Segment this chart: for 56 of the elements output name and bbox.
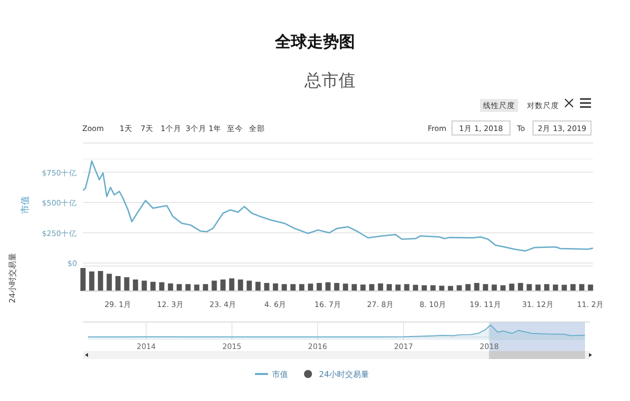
bar [369,284,374,291]
bar [80,268,86,291]
bar [588,284,594,291]
bar [404,284,410,291]
bar [308,284,314,291]
bar [492,284,497,291]
bar [552,284,558,291]
bar [106,274,112,291]
bar [342,284,348,291]
chart-subtitle: 总市值 [304,71,356,91]
bar [229,278,234,291]
bar [238,280,244,291]
bar [124,277,130,291]
bar [439,286,444,291]
chart-title: 全球走势图 [274,32,355,51]
bar [482,284,488,291]
bar [526,284,532,291]
bar [352,284,357,291]
legend-label: 24小时交易量 [319,370,370,379]
bar [290,284,296,291]
bar [202,284,208,291]
bar [264,282,270,291]
legend-label: 市值 [272,370,288,379]
bar [299,284,304,291]
y-axis-title: 市值 [20,196,31,214]
bar [98,270,104,291]
bar [194,284,200,291]
bar [176,284,182,291]
bar [579,284,584,291]
bar [132,280,138,291]
bar [282,284,287,291]
bar [562,284,567,291]
bar [509,284,514,291]
bar [360,284,366,291]
bar [212,280,217,291]
bar [115,276,121,291]
bar [220,280,226,291]
y-axis-title: 24小时交易量 [8,252,17,304]
bar [465,284,471,291]
bar [334,282,340,291]
bar [89,271,94,291]
bar [395,284,401,291]
bar [159,282,164,291]
bar [185,284,191,291]
bar [246,280,252,291]
bar [422,285,427,291]
bar [142,280,147,291]
bar [544,284,550,291]
bar [570,284,576,291]
bar [535,284,541,291]
bar [518,282,524,291]
bar [474,282,480,291]
bar [316,282,322,291]
bar [386,284,392,291]
line-series [82,160,594,252]
bar [456,285,462,291]
